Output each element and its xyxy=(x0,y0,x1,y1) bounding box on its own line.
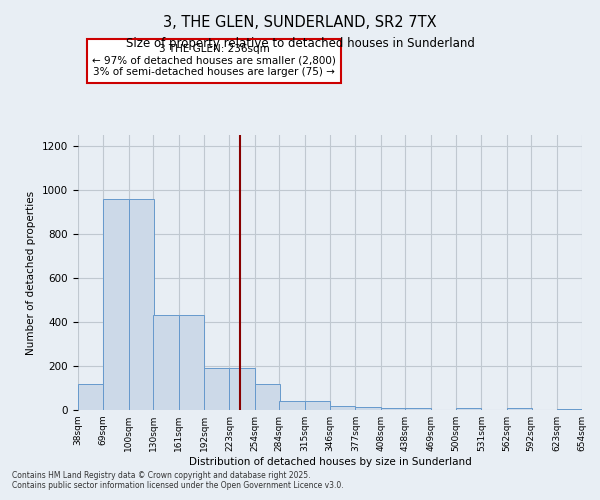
X-axis label: Distribution of detached houses by size in Sunderland: Distribution of detached houses by size … xyxy=(188,457,472,467)
Text: Contains HM Land Registry data © Crown copyright and database right 2025.
Contai: Contains HM Land Registry data © Crown c… xyxy=(12,470,344,490)
Text: 3 THE GLEN: 236sqm
← 97% of detached houses are smaller (2,800)
3% of semi-detac: 3 THE GLEN: 236sqm ← 97% of detached hou… xyxy=(92,44,336,78)
Bar xyxy=(305,401,330,410)
Bar xyxy=(405,408,431,410)
Bar xyxy=(456,408,481,410)
Bar xyxy=(355,406,381,410)
Bar xyxy=(330,406,355,410)
Bar xyxy=(179,316,204,410)
Bar xyxy=(557,409,582,410)
Bar xyxy=(255,384,280,410)
Bar xyxy=(153,316,179,410)
Text: Size of property relative to detached houses in Sunderland: Size of property relative to detached ho… xyxy=(125,38,475,51)
Y-axis label: Number of detached properties: Number of detached properties xyxy=(26,190,37,354)
Bar xyxy=(229,368,255,410)
Bar xyxy=(204,368,229,410)
Bar xyxy=(129,199,154,410)
Text: 3, THE GLEN, SUNDERLAND, SR2 7TX: 3, THE GLEN, SUNDERLAND, SR2 7TX xyxy=(163,15,437,30)
Bar xyxy=(78,384,103,410)
Bar xyxy=(381,408,406,410)
Bar xyxy=(103,199,129,410)
Bar xyxy=(507,408,532,410)
Bar xyxy=(279,401,305,410)
